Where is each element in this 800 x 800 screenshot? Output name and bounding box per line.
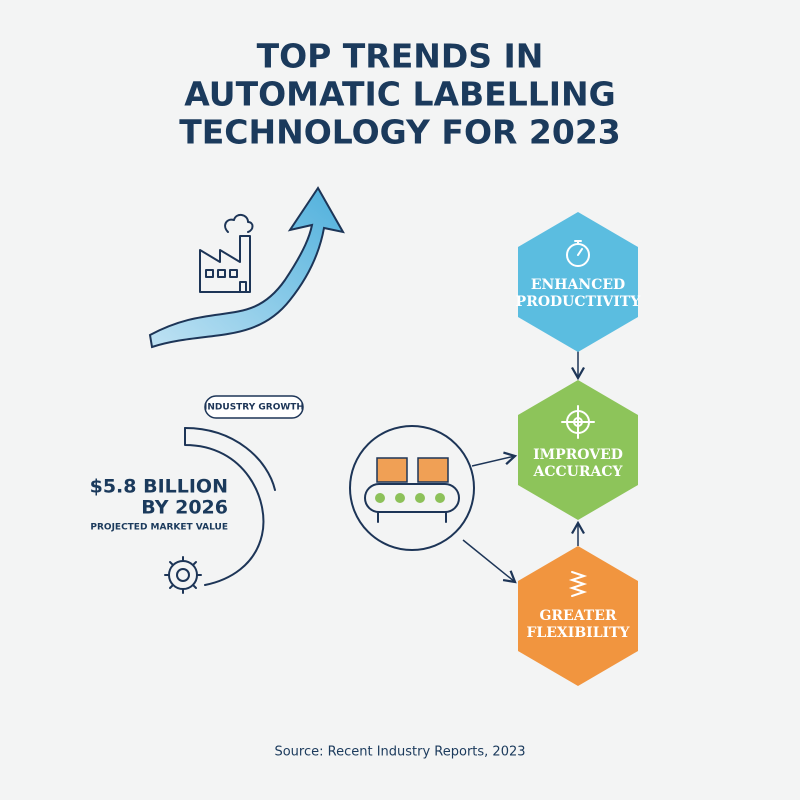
trend-label: IMPROVED — [533, 447, 623, 463]
title-line: TECHNOLOGY FOR 2023 — [179, 113, 621, 152]
trend-label: FLEXIBILITY — [526, 625, 630, 641]
market-value: $5.8 BILLION — [90, 476, 228, 498]
connector — [462, 539, 517, 584]
factory-icon — [199, 214, 254, 293]
growth-arrow — [148, 186, 345, 349]
connector — [471, 451, 518, 467]
stopwatch-icon — [566, 240, 590, 267]
title-line: AUTOMATIC LABELLING — [184, 75, 616, 114]
trend-label: GREATER — [539, 608, 616, 624]
market-caption: PROJECTED MARKET VALUE — [90, 523, 228, 533]
label-bubble — [204, 395, 304, 419]
trend-label: ACCURACY — [533, 464, 624, 480]
trend-hexagon — [518, 546, 638, 686]
trend-hexagon — [518, 380, 638, 520]
source: Source: Recent Industry Reports, 2023 — [274, 745, 525, 760]
trend-hexagon — [518, 212, 638, 352]
market-value: BY 2026 — [141, 497, 228, 519]
conveyor-icon — [364, 457, 460, 523]
growth-arc — [184, 427, 276, 491]
growth-label: INDUSTRY GROWTH — [204, 403, 304, 413]
trend-label: PRODUCTIVITY — [516, 294, 642, 310]
spring-icon — [568, 571, 588, 597]
target-icon — [561, 405, 595, 439]
growth-arc — [184, 427, 265, 586]
trend-label: ENHANCED — [531, 277, 625, 293]
gear-icon — [164, 556, 202, 594]
conveyor-circle — [349, 425, 475, 551]
title-line: TOP TRENDS IN — [257, 37, 544, 76]
